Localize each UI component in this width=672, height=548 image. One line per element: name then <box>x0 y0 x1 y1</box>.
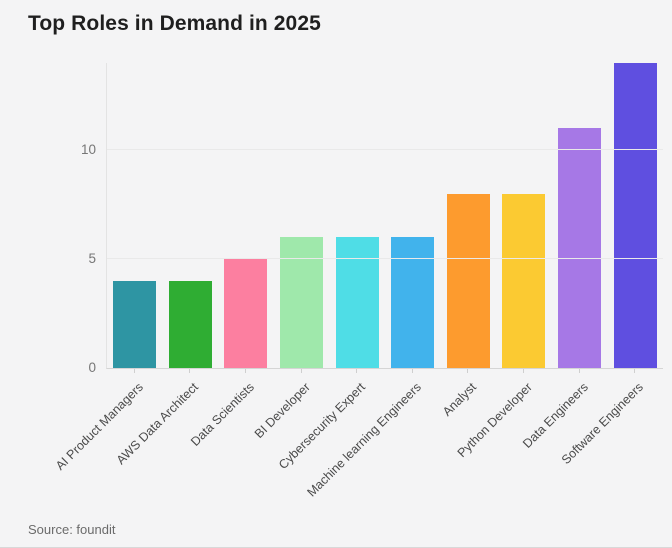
x-axis-tick <box>634 369 636 373</box>
x-axis-tick <box>133 369 135 373</box>
x-axis-tick <box>411 369 413 373</box>
bar-slot <box>385 237 441 368</box>
bar-slot <box>329 237 385 368</box>
bar-slot <box>552 128 608 368</box>
bar-aws-data-architect <box>168 280 212 368</box>
bar-data-scientists <box>224 259 268 368</box>
x-axis-tick <box>578 369 580 373</box>
x-tick-label: Analyst <box>440 380 480 419</box>
y-tick-label: 5 <box>88 251 96 267</box>
source-note: Source: foundit <box>28 522 116 537</box>
bar-slot <box>441 193 497 368</box>
x-axis-tick <box>189 369 191 373</box>
bar-slot <box>218 259 274 368</box>
chart-title: Top Roles in Demand in 2025 <box>28 12 321 35</box>
bar-machine-learning-engineers <box>391 237 435 368</box>
x-tick-label: BI Developer <box>251 380 313 441</box>
bar-slot <box>496 193 552 368</box>
x-axis-tick <box>523 369 524 373</box>
gridline-y-10 <box>107 149 663 151</box>
x-axis-tick <box>467 369 469 373</box>
bar-ai-product-managers <box>113 280 157 368</box>
bar-data-engineers <box>558 128 602 368</box>
x-axis-tick <box>356 369 358 373</box>
bar-slot <box>607 63 663 368</box>
bar-slot <box>163 280 219 368</box>
bar-slot <box>274 237 330 368</box>
bars-container <box>107 63 663 368</box>
plot-area <box>106 63 663 369</box>
y-tick-label: 0 <box>88 360 96 375</box>
bar-slot <box>107 280 163 368</box>
bar-bi-developer <box>280 237 324 368</box>
bar-cybersecurity-expert <box>335 237 379 368</box>
x-axis-tick <box>300 369 302 373</box>
bar-python-developer <box>502 193 546 368</box>
bar-software-engineers <box>613 63 657 368</box>
y-tick-label: 10 <box>80 142 96 158</box>
x-axis-tick <box>245 369 246 373</box>
x-tick-label: Machine learning Engineers <box>304 380 424 500</box>
bar-analyst <box>446 193 490 368</box>
gridline-y-5 <box>107 258 663 260</box>
